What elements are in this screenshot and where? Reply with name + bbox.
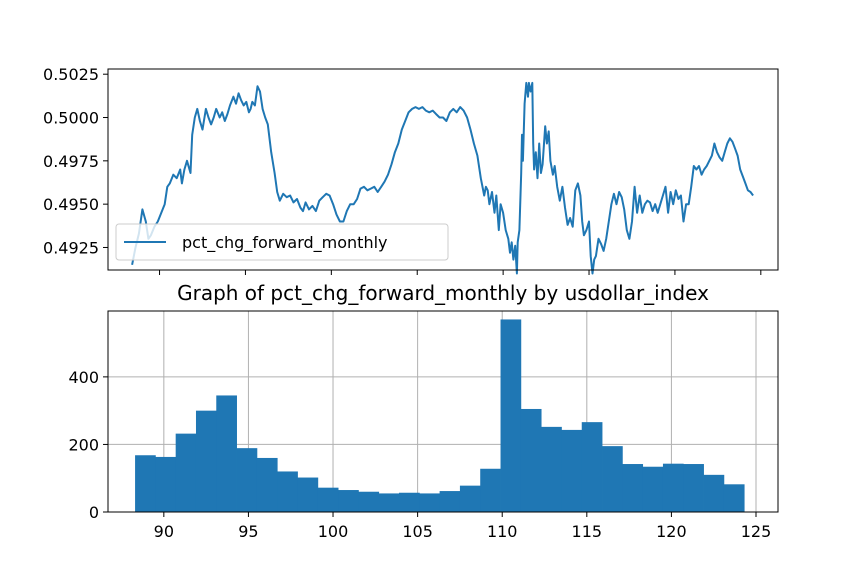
line-chart-ticks: 0.4925 0.4950 0.4975 0.5000 0.5025 <box>43 65 762 275</box>
histogram-bar <box>459 485 481 512</box>
x-tick-label: 105 <box>402 522 433 541</box>
x-tick-label: 100 <box>318 522 349 541</box>
y-tick-label: 0.5025 <box>43 65 99 84</box>
histogram-bar <box>602 446 623 512</box>
x-tick-label: 120 <box>656 522 687 541</box>
histogram-bar <box>195 410 217 512</box>
x-tick-label: 115 <box>572 522 603 541</box>
line-series-layer <box>131 81 754 275</box>
histogram-ticks: 90 95 100 105 110 115 120 125 0 200 400 <box>68 368 771 541</box>
histogram-bar <box>520 408 542 512</box>
histogram-bar <box>399 492 420 512</box>
histogram-bar <box>297 477 319 512</box>
histogram-bar <box>155 456 177 512</box>
histogram-bar <box>500 319 522 512</box>
line-chart-frame <box>107 68 779 271</box>
y-tick-label: 0.4950 <box>43 195 99 214</box>
histogram-bar <box>256 457 278 512</box>
histogram-bar <box>480 468 501 512</box>
x-tick-label: 110 <box>487 522 518 541</box>
y-tick-label: 200 <box>68 435 99 454</box>
histogram-bar <box>236 448 258 512</box>
histogram-bar <box>561 429 583 512</box>
histogram-bar <box>622 464 644 512</box>
histogram-bar <box>277 471 298 512</box>
histogram-bar <box>358 491 380 512</box>
line-series-1 <box>131 81 754 275</box>
histogram-bar <box>581 422 603 512</box>
y-tick-label: 0.4925 <box>43 238 99 257</box>
histogram-bar <box>683 464 704 512</box>
x-tick-label: 125 <box>741 522 772 541</box>
histogram-bar <box>338 490 359 512</box>
histogram-bar <box>135 455 156 512</box>
y-tick-label: 0.4975 <box>43 152 99 171</box>
histogram-bar <box>541 426 562 512</box>
histogram-bar <box>642 466 664 512</box>
histogram-bar <box>378 493 400 512</box>
histogram-bar <box>419 493 441 512</box>
histogram-bar <box>216 395 237 512</box>
histogram-bar <box>723 484 745 512</box>
histogram-frame <box>107 310 779 513</box>
histogram-bar <box>703 474 725 512</box>
histogram-title: Graph of pct_chg_forward_monthly by usdo… <box>177 281 709 305</box>
y-tick-label: 0.5000 <box>43 109 99 128</box>
x-tick-label: 95 <box>238 522 258 541</box>
histogram-bar <box>317 487 339 512</box>
histogram-bars <box>135 319 745 512</box>
x-tick-label: 90 <box>154 522 174 541</box>
histogram-bar <box>439 491 461 512</box>
legend-label: pct_chg_forward_monthly <box>182 233 388 253</box>
y-tick-label: 400 <box>68 368 99 387</box>
y-tick-label: 0 <box>89 503 99 522</box>
line-chart-axes: 0.4925 0.4950 0.4975 0.5000 0.5025 pct_chg_f… <box>43 65 779 275</box>
histogram-bar <box>175 433 197 512</box>
legend-box <box>115 223 449 261</box>
histogram-bar <box>662 463 684 512</box>
histogram-axes: Graph of pct_chg_forward_monthly by usdo… <box>68 281 779 541</box>
legend: pct_chg_forward_monthly <box>115 223 449 261</box>
